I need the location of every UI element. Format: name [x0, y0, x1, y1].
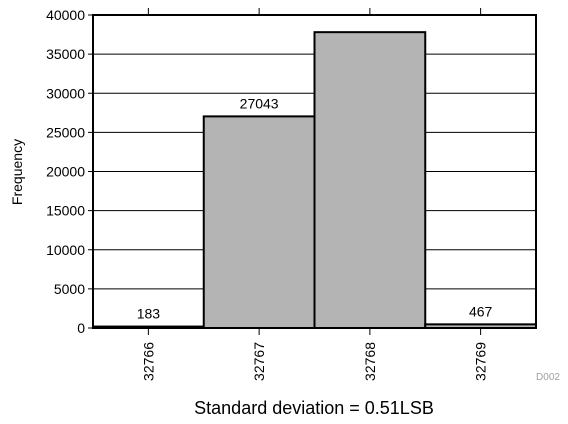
- y-axis: 0 5000 10000 15000 20000 25000 30000 35000 40000: [46, 7, 93, 336]
- y-tick-label: 25000: [46, 124, 85, 140]
- bars: [92, 31, 537, 330]
- data-label: 467: [469, 303, 493, 319]
- data-label: 27043: [240, 95, 279, 111]
- x-tick-label: 32766: [140, 342, 156, 381]
- y-tick-label: 0: [77, 320, 85, 336]
- data-label: 183: [137, 306, 161, 322]
- y-tick-label: 35000: [46, 46, 85, 62]
- x-tick-label: 32769: [473, 342, 489, 381]
- y-tick-label: 40000: [46, 7, 85, 23]
- y-tick-label: 5000: [54, 281, 85, 297]
- x-tick-label: 32767: [251, 342, 267, 381]
- x-axis: 32766 32767 32768 32769: [140, 8, 489, 381]
- y-axis-title: Frequency: [9, 139, 25, 205]
- y-tick-label: 10000: [46, 242, 85, 258]
- figure-code: D002: [536, 372, 560, 383]
- x-tick-label: 32768: [362, 342, 378, 381]
- bar: [313, 31, 427, 330]
- bar: [202, 115, 316, 330]
- y-tick-label: 15000: [46, 203, 85, 219]
- x-axis-title: Standard deviation = 0.51LSB: [194, 398, 434, 418]
- y-tick-label: 30000: [46, 85, 85, 101]
- data-labels: 183 27043 467: [137, 95, 493, 321]
- y-tick-label: 20000: [46, 164, 85, 180]
